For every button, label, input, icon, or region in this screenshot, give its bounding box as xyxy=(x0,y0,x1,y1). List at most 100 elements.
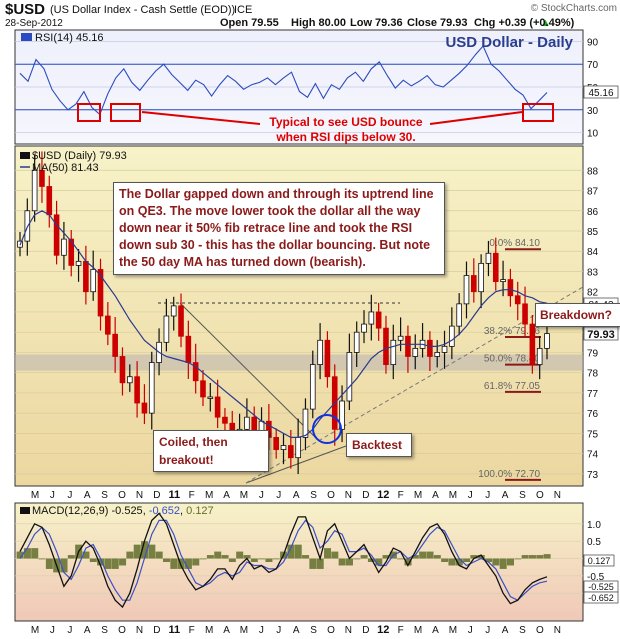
macd-x-tick-9: F xyxy=(189,625,195,636)
macd-x-tick-17: O xyxy=(327,625,335,636)
fib-label-2: 50.0% 78.40 xyxy=(484,354,541,365)
macd-x-tick-13: J xyxy=(259,625,264,636)
macd-hist-bar-3 xyxy=(38,558,46,560)
signal-last-value: -0.652 xyxy=(588,593,614,603)
rsi-last-value-tag: 45.16 xyxy=(583,85,619,99)
macd-legend-prefix: MACD(12,26,9) xyxy=(32,505,111,517)
fibonacci-levels: 0.0% 84.10 38.2% 79.76 50.0% 78.40 61.8% 77… xyxy=(478,238,541,481)
chart-date: 28-Sep-2012 xyxy=(5,18,63,29)
price-x-tick-0: M xyxy=(31,490,39,501)
macd-hist-bar-25 xyxy=(199,558,207,560)
macd-hist-bar-26 xyxy=(206,555,214,559)
price-x-tick-28: S xyxy=(519,490,526,501)
macd-x-tick-16: S xyxy=(310,625,317,636)
macd-hist-bar-37 xyxy=(287,544,295,559)
price-bar-body-24 xyxy=(192,362,199,382)
macd-hist-bar-66 xyxy=(499,558,507,569)
ma50-line xyxy=(19,210,548,438)
close-last-tag xyxy=(583,326,619,341)
rsi-dip-box-2 xyxy=(110,103,141,122)
price-bar-body-38 xyxy=(295,437,301,459)
macd-hist-bar-10 xyxy=(89,558,97,562)
close-value: Close 79.93 xyxy=(407,17,468,29)
price-bar-body-17 xyxy=(141,402,148,414)
low-value: Low 79.36 xyxy=(350,17,403,29)
price-bar-body-47 xyxy=(361,323,367,333)
price-bar-body-64 xyxy=(485,252,492,264)
macd-hist-bar-2 xyxy=(31,548,39,559)
hist-last-value: 0.127 xyxy=(588,556,611,566)
macd-x-tick-29: O xyxy=(536,625,544,636)
macd-x-tick-1: J xyxy=(50,625,55,636)
macd-hist-bar-58 xyxy=(441,558,449,562)
rsi-arrow-line-2 xyxy=(429,111,523,125)
rsi-legend-label: RSI(14) 45.16 xyxy=(35,32,103,44)
price-bar-body-3 xyxy=(39,169,45,187)
macd-x-tick-2: J xyxy=(67,625,72,636)
macd-hist-bar-71 xyxy=(536,555,544,559)
macd-legend-hist: 0.127 xyxy=(186,505,214,517)
wedge-lower-line xyxy=(245,445,347,484)
rsi-series xyxy=(19,44,548,116)
rsi-tick-label-4: 10 xyxy=(587,129,599,140)
macd-tick-label-1: 0.5 xyxy=(587,537,601,548)
macd-hist-bar-16 xyxy=(133,544,141,559)
chart-title: USD Dollar - Daily xyxy=(445,34,573,51)
price-x-tick-8: 11 xyxy=(168,489,180,501)
macd-hist-bar-32 xyxy=(250,558,258,562)
price-bar-body-53 xyxy=(405,335,411,357)
macd-hist-bar-13 xyxy=(111,558,119,569)
macd-last-value: -0.525 xyxy=(588,582,614,592)
price-bar-body-26 xyxy=(207,396,214,399)
macd-hist-bar-43 xyxy=(331,551,339,559)
price-x-axis: M J J A S O N D 11 F M A M J J A S O N D 12 F M A M J J A S O N xyxy=(31,489,561,501)
price-tick-label-13: 75 xyxy=(587,429,599,440)
macd-x-tick-6: N xyxy=(136,625,143,636)
instrument-name: (US Dollar Index - Cash Settle (EOD)) xyxy=(50,4,235,16)
price-legend-label: $USD (Daily) 79.93 xyxy=(32,150,127,162)
macd-hist-bar-49 xyxy=(375,558,383,566)
macd-hist-bar-63 xyxy=(477,555,485,559)
macd-hist-bar-20 xyxy=(162,558,170,562)
price-bar-body-4 xyxy=(46,186,53,216)
price-bar-body-56 xyxy=(427,339,433,357)
price-bar-body-72 xyxy=(544,333,550,349)
up-arrow-icon: ▲ xyxy=(540,17,551,29)
macd-hist-bar-54 xyxy=(411,555,419,559)
macd-x-tick-12: M xyxy=(240,625,248,636)
price-x-tick-5: O xyxy=(118,490,126,501)
macd-hist-bar-35 xyxy=(272,558,280,560)
price-bars xyxy=(17,151,550,475)
price-bar-body-12 xyxy=(105,315,111,335)
rsi-arrow-line-1 xyxy=(141,111,261,125)
macd-x-tick-21: F xyxy=(398,625,404,636)
price-x-tick-16: S xyxy=(310,490,317,501)
macd-x-tick-5: O xyxy=(118,625,126,636)
signal-last-tag xyxy=(583,591,619,604)
macd-hist-bar-61 xyxy=(463,558,471,562)
price-x-tick-20: 12 xyxy=(377,489,389,501)
close-last-value: 79.93 xyxy=(587,329,615,341)
price-x-tick-12: M xyxy=(240,490,248,501)
price-x-tick-11: A xyxy=(223,490,230,501)
fib-label-3: 61.8% 77.05 xyxy=(484,381,541,392)
price-tick-label-2: 86 xyxy=(587,207,599,218)
macd-x-tick-4: S xyxy=(101,625,108,636)
price-x-tick-17: O xyxy=(327,490,335,501)
macd-x-tick-14: J xyxy=(276,625,281,636)
price-tick-label-3: 85 xyxy=(587,227,599,238)
macd-hist-bar-55 xyxy=(419,551,427,559)
price-x-tick-7: D xyxy=(153,490,160,501)
price-bar-body-58 xyxy=(441,345,448,353)
main-annotation: The Dollar gapped down and through its u… xyxy=(113,182,445,275)
signal-line xyxy=(19,519,548,601)
macd-hist-bar-22 xyxy=(177,558,185,569)
price-bar-body-10 xyxy=(90,269,96,293)
price-tick-label-9: 79 xyxy=(587,348,599,359)
macd-legend-signal: -0.652 xyxy=(149,505,180,517)
price-bar-body-37 xyxy=(288,445,294,459)
price-bar-body-57 xyxy=(434,352,441,357)
price-x-tick-26: J xyxy=(485,490,490,501)
macd-series xyxy=(19,512,548,609)
